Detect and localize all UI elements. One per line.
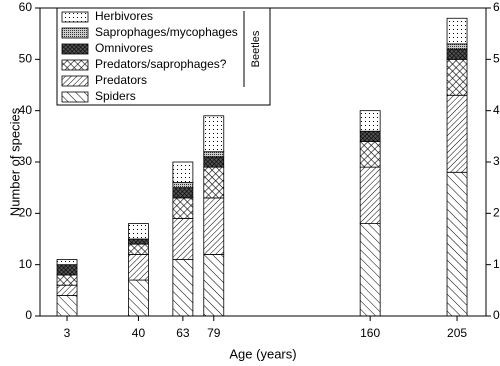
bar-segment: [128, 279, 149, 317]
bar-segment: [172, 182, 194, 189]
bar-segment: [56, 264, 78, 276]
legend-swatch: [61, 75, 89, 87]
bar-segment: [446, 48, 468, 60]
y2-tick-label: 10: [493, 257, 500, 271]
bar-segment: [446, 94, 468, 173]
legend-swatch: [61, 91, 89, 103]
bar-segment: [172, 161, 194, 183]
legend-label: Omnivores: [95, 41, 153, 55]
legend-label: Spiders: [95, 89, 136, 103]
x-axis-label: Age (years): [229, 346, 296, 361]
legend-box: [56, 7, 271, 106]
bar-segment: [56, 259, 78, 266]
y-tick-label: 40: [19, 103, 33, 117]
bar-segment: [172, 197, 194, 219]
x-tick-label: 79: [207, 326, 221, 340]
bar-segment: [203, 166, 225, 199]
bar-segment: [359, 110, 381, 132]
legend-group-label: Beetles: [250, 30, 262, 67]
bar-segment: [446, 17, 468, 45]
bar-segment: [359, 223, 381, 317]
bar-segment: [128, 253, 149, 281]
bar-segment: [128, 243, 149, 255]
legend-swatch: [61, 11, 89, 23]
y2-tick-label: 0: [493, 308, 500, 322]
y2-tick-label: 50: [493, 52, 500, 66]
y-tick-label: 30: [19, 154, 33, 168]
bar-segment: [128, 238, 149, 245]
x-tick-label: 160: [360, 326, 380, 340]
y2-tick-label: 30: [493, 154, 500, 168]
x-tick-label: 3: [64, 326, 71, 340]
bar-segment: [56, 295, 78, 317]
y-tick-label: 20: [19, 206, 33, 220]
bar-segment: [203, 115, 225, 153]
bar-segment: [203, 156, 225, 168]
legend-label: Predators/saprophages?: [95, 57, 227, 71]
y2-tick-label: 40: [493, 103, 500, 117]
y-tick-label: 10: [19, 257, 33, 271]
y-tick-label: 60: [19, 0, 33, 14]
bar-segment: [359, 141, 381, 168]
bar-segment: [172, 187, 194, 199]
y-tick-label: 0: [25, 308, 32, 322]
y2-tick-label: 60: [493, 0, 500, 14]
bar-segment: [446, 171, 468, 317]
bar-segment: [359, 166, 381, 224]
legend-label: Predators: [95, 73, 147, 87]
bar-segment: [56, 274, 78, 286]
y-tick-label: 50: [19, 52, 33, 66]
legend-label: Herbivores: [95, 9, 153, 23]
legend-swatch: [61, 27, 89, 39]
bar-segment: [172, 259, 194, 317]
x-tick-label: 40: [132, 326, 146, 340]
bar-segment: [172, 218, 194, 260]
y-axis-label: Number of species: [7, 107, 22, 216]
legend-swatch: [61, 59, 89, 71]
x-tick-label: 205: [447, 326, 467, 340]
bar-segment: [203, 253, 225, 317]
bar-segment: [56, 284, 78, 296]
bar-segment: [203, 197, 225, 255]
legend-label: Saprophages/mycophages: [95, 25, 238, 39]
bar-segment: [128, 223, 149, 240]
legend-swatch: [61, 43, 89, 55]
y2-tick-label: 20: [493, 206, 500, 220]
x-tick-label: 63: [176, 326, 190, 340]
bar-segment: [359, 130, 381, 142]
bar-segment: [446, 58, 468, 96]
bar-segment: [203, 151, 225, 158]
bar-segment: [446, 43, 468, 50]
